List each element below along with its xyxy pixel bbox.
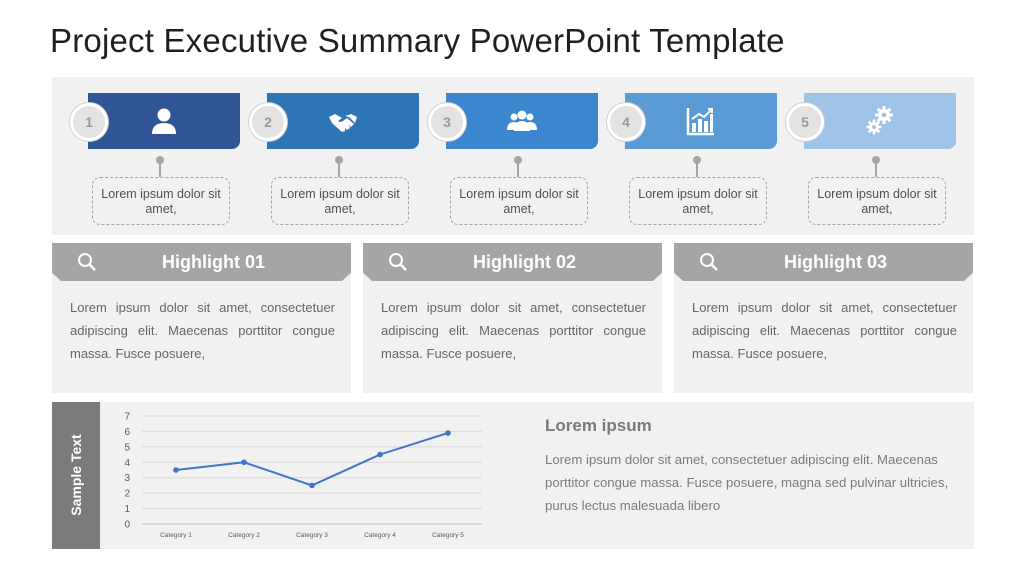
step-text: Lorem ipsum dolor sit amet, (629, 177, 767, 225)
step-3: 3 Lorem ipsum dolor sit amet, (410, 77, 598, 235)
highlight-header: Highlight 03 (674, 243, 973, 281)
side-tab-label: Sample Text (68, 434, 84, 516)
step-bar (804, 93, 956, 149)
x-tick-label: Category 4 (364, 532, 396, 539)
highlight-card-3: Highlight 03 Lorem ipsum dolor sit amet,… (674, 243, 973, 393)
connector-line (159, 160, 161, 182)
step-text: Lorem ipsum dolor sit amet, (92, 177, 230, 225)
step-5: 5 Lorem ipsum dolor sit amet, (768, 77, 956, 235)
person-icon (152, 108, 176, 134)
y-tick-label: 3 (124, 473, 130, 484)
y-tick-label: 1 (124, 504, 130, 515)
steps-panel: 1 Lorem ipsum dolor sit amet, 2 Lorem ip… (52, 77, 974, 235)
highlight-body: Lorem ipsum dolor sit amet, consectetuer… (70, 300, 335, 361)
step-number-badge: 3 (428, 103, 466, 141)
y-tick-label: 0 (124, 520, 130, 531)
search-icon (700, 253, 718, 271)
connector-line (338, 160, 340, 182)
slide-title: Project Executive Summary PowerPoint Tem… (50, 22, 785, 59)
data-point (377, 451, 383, 458)
bar-chart-icon (686, 108, 714, 136)
highlight-body: Lorem ipsum dolor sit amet, consectetuer… (692, 300, 957, 361)
step-bar (625, 93, 777, 149)
highlight-header: Highlight 02 (363, 243, 662, 281)
connector-line (875, 160, 877, 182)
sample-body: Lorem ipsum dolor sit amet, consectetuer… (545, 452, 949, 513)
step-number: 2 (264, 114, 272, 130)
highlight-card-2: Highlight 02 Lorem ipsum dolor sit amet,… (363, 243, 662, 393)
highlight-card-1: Highlight 01 Lorem ipsum dolor sit amet,… (52, 243, 351, 393)
gears-icon (866, 106, 893, 135)
step-text: Lorem ipsum dolor sit amet, (271, 177, 409, 225)
y-tick-label: 4 (124, 458, 130, 469)
y-tick-label: 2 (124, 489, 130, 500)
x-tick-label: Category 1 (160, 532, 192, 539)
highlight-title: Highlight 01 (162, 252, 265, 272)
group-icon (507, 110, 537, 131)
line-chart: 0 1 2 3 4 5 6 7 Category 1 Category 2 Category 3 Ca… (124, 412, 482, 539)
data-point (445, 430, 451, 436)
step-number: 5 (801, 114, 809, 130)
connector-line (517, 160, 519, 182)
data-point (173, 467, 179, 473)
data-point (309, 482, 315, 489)
step-number: 1 (85, 114, 93, 130)
x-tick-label: Category 5 (432, 532, 464, 539)
highlight-header: Highlight 01 (52, 243, 351, 281)
sample-heading: Lorem ipsum (545, 416, 652, 435)
y-tick-label: 6 (124, 427, 130, 438)
step-number-badge: 4 (607, 103, 645, 141)
step-number: 4 (622, 114, 630, 130)
highlight-body: Lorem ipsum dolor sit amet, consectetuer… (381, 300, 646, 361)
step-4: 4 Lorem ipsum dolor sit amet, (589, 77, 777, 235)
data-point (241, 459, 247, 466)
y-tick-label: 5 (124, 442, 130, 453)
search-icon (389, 253, 407, 271)
step-number-badge: 1 (70, 103, 108, 141)
step-text: Lorem ipsum dolor sit amet, (808, 177, 946, 225)
step-bar (446, 93, 598, 149)
connector-line (696, 160, 698, 182)
x-tick-label: Category 2 (228, 532, 260, 539)
highlight-title: Highlight 03 (784, 252, 887, 272)
search-icon (78, 253, 96, 271)
highlight-title: Highlight 02 (473, 252, 576, 272)
side-tab: Sample Text (52, 402, 100, 549)
step-1: 1 Lorem ipsum dolor sit amet, (52, 77, 240, 235)
y-tick-label: 7 (124, 412, 130, 423)
step-number-badge: 5 (786, 103, 824, 141)
sample-panel: Sample Text 0 1 2 3 4 5 6 7 Category 1 Category 2… (52, 402, 974, 549)
handshake-icon (329, 114, 357, 132)
step-number-badge: 2 (249, 103, 287, 141)
step-number: 3 (443, 114, 451, 130)
step-2: 2 Lorem ipsum dolor sit amet, (231, 77, 419, 235)
step-bar (267, 93, 419, 149)
x-tick-label: Category 3 (296, 532, 328, 539)
step-text: Lorem ipsum dolor sit amet, (450, 177, 588, 225)
step-bar (88, 93, 240, 149)
